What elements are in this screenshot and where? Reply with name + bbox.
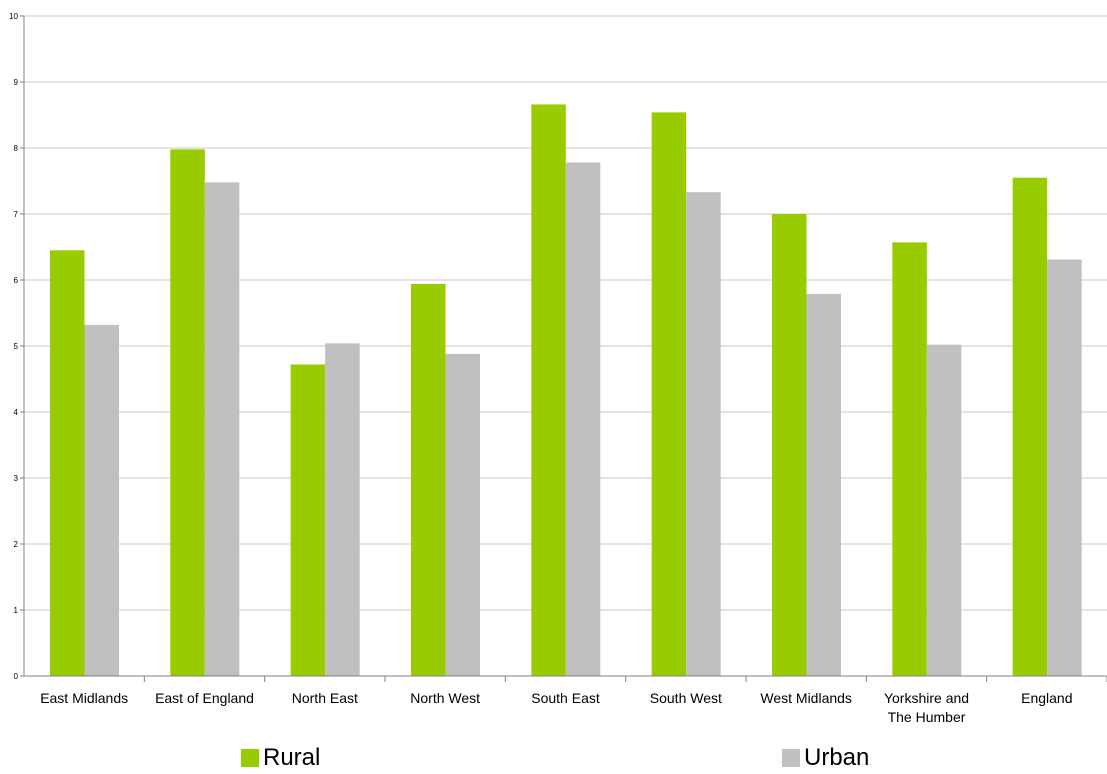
x-tick-label: South West bbox=[650, 690, 722, 706]
bar-urban bbox=[806, 293, 841, 676]
bar-rural bbox=[50, 250, 85, 677]
y-tick-label: 3 bbox=[14, 474, 19, 483]
bar-rural bbox=[170, 149, 205, 676]
axes bbox=[20, 15, 1107, 682]
y-tick-label: 1 bbox=[14, 606, 19, 615]
legend-swatch-urban bbox=[782, 749, 800, 767]
bar-rural bbox=[1012, 177, 1048, 676]
bar-rural bbox=[892, 242, 927, 676]
bar-urban bbox=[445, 353, 480, 676]
x-tick-label: North West bbox=[410, 690, 480, 706]
y-tick-label: 8 bbox=[14, 144, 19, 153]
legend-label-rural: Rural bbox=[263, 744, 321, 771]
bars bbox=[50, 104, 1082, 677]
y-tick-label: 2 bbox=[14, 540, 19, 549]
bar-rural bbox=[772, 214, 807, 676]
bar-urban bbox=[926, 344, 962, 676]
bar-urban bbox=[325, 343, 360, 676]
y-tick-label: 6 bbox=[14, 276, 19, 285]
legend-swatch-rural bbox=[241, 749, 259, 767]
bar-rural bbox=[290, 364, 326, 676]
y-tick-label: 10 bbox=[9, 12, 18, 21]
x-tick-label: Yorkshire and The Humber bbox=[884, 690, 969, 725]
y-tick-labels: 0 1 2 3 4 5 6 7 8 9 10 bbox=[9, 12, 18, 681]
y-tick-label: 9 bbox=[14, 78, 19, 87]
x-tick-labels: East Midlands East of England North East No… bbox=[40, 690, 1072, 725]
x-tick-label: England bbox=[1021, 690, 1072, 706]
x-tick-label: West Midlands bbox=[760, 690, 852, 706]
x-tick-label: East of England bbox=[155, 690, 254, 706]
bar-rural bbox=[531, 104, 566, 676]
x-tick-label: South East bbox=[531, 690, 600, 706]
bar-urban bbox=[565, 162, 601, 676]
x-tick-label: East Midlands bbox=[40, 690, 128, 706]
y-tick-label: 4 bbox=[14, 408, 19, 417]
bar-rural bbox=[651, 112, 687, 677]
bar-urban bbox=[1047, 259, 1082, 676]
legend-label-urban: Urban bbox=[804, 744, 870, 771]
y-tick-label: 5 bbox=[14, 342, 19, 351]
x-tick-label: North East bbox=[292, 690, 358, 706]
legend-item-urban: Urban bbox=[782, 744, 869, 772]
bar-urban bbox=[84, 324, 119, 676]
y-tick-label: 0 bbox=[14, 672, 19, 681]
y-tick-label: 7 bbox=[14, 210, 19, 219]
bar-rural bbox=[411, 283, 446, 676]
bar-urban bbox=[204, 182, 240, 676]
legend-item-rural: Rural bbox=[241, 744, 320, 772]
bar-urban bbox=[686, 192, 721, 676]
